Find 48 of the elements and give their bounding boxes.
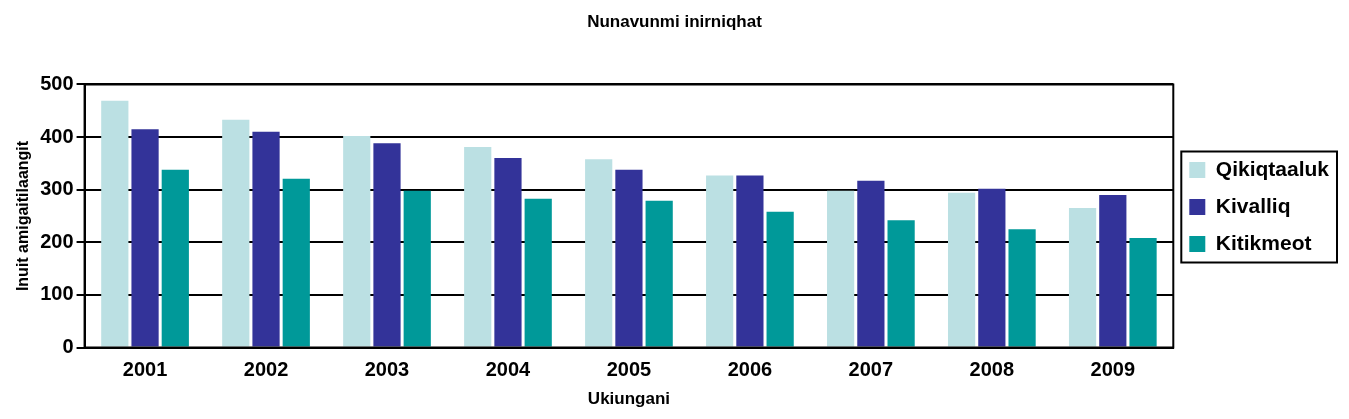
bar [343,135,371,347]
bar [282,178,310,347]
legend-label: Qikiqtaaluk [1215,156,1330,180]
bar [222,119,250,347]
bar [978,188,1006,347]
bar [161,169,189,347]
legend-label: Kivalliq [1215,193,1291,217]
x-tick-label: 2008 [969,358,1015,381]
x-tick-label: 2006 [727,358,773,381]
y-tick-label: 100 [40,282,74,305]
y-axis-title: Inuit amigaitilaangit [14,140,32,292]
bar [1099,194,1127,347]
x-tick-label: 2003 [364,358,410,381]
x-tick-label: 2004 [485,358,532,381]
x-tick-label: 2002 [243,358,289,381]
bar [645,200,673,347]
bar [615,169,643,347]
x-tick-label: 2001 [122,358,168,381]
bar [1008,229,1036,347]
legend-label: Kitikmeot [1215,230,1312,254]
bar [706,175,734,347]
x-tick-label: 2009 [1090,358,1136,381]
bar [373,143,401,347]
bar [827,190,855,347]
bar [494,158,522,347]
bar [252,131,280,347]
y-tick-label: 500 [40,71,74,94]
bar [131,129,159,347]
bar [464,147,492,347]
bar [101,100,129,347]
y-tick-label: 0 [62,335,74,358]
bar [1068,208,1097,347]
bar [857,180,885,347]
chart-title: Nunavunmi inirniqhat [587,11,763,31]
bar [947,192,976,347]
bar [1129,238,1157,347]
x-axis-title: Ukiungani [587,389,671,409]
bar [524,198,552,347]
bar [766,211,794,347]
bar [736,175,764,347]
y-tick-label: 200 [40,229,74,252]
x-tick-label: 2005 [606,358,652,381]
y-tick-label: 400 [40,124,74,147]
bar [887,220,915,347]
x-tick-label: 2007 [848,358,894,381]
bar [403,190,431,347]
bar [585,159,613,347]
y-tick-label: 300 [40,177,74,200]
